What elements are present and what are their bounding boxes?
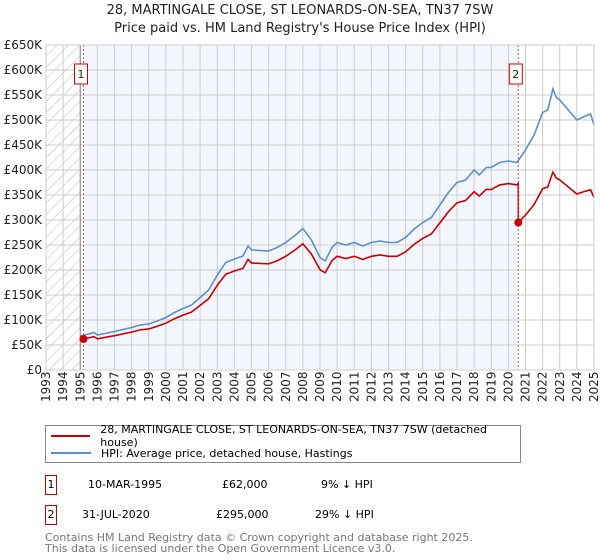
x-tick-label: 2006 — [262, 371, 276, 402]
sale-point — [514, 218, 523, 227]
y-tick-label: £300K — [4, 213, 44, 227]
x-tick-label: 2000 — [159, 371, 173, 402]
x-tick-label: 2004 — [227, 371, 241, 402]
x-tick-label: 2002 — [193, 371, 207, 402]
sale-label-box — [508, 63, 523, 85]
x-tick-label: 2013 — [382, 371, 396, 402]
y-tick-label: £600K — [4, 63, 44, 77]
x-tick-label: 2015 — [416, 371, 430, 402]
sale-label: 1 — [78, 68, 85, 81]
plot-area: £0 £50K £100K £150K £200K £250K £300K £350K £400… — [4, 38, 600, 402]
x-tick-label: 1993 — [39, 371, 53, 402]
ownership-shading — [83, 45, 519, 370]
x-tick-label: 2009 — [313, 371, 327, 402]
x-tick-label: 2005 — [245, 371, 259, 402]
y-tick-label: £250K — [4, 238, 44, 252]
x-tick-label: 2022 — [536, 371, 550, 402]
y-tick-label: £150K — [4, 288, 44, 302]
y-tick-label: £200K — [4, 263, 44, 277]
x-tick-label: 1995 — [73, 371, 87, 402]
legend-item-hpi: HPI: Average price, detached house, Hast… — [46, 444, 352, 462]
chart-title: 28, MARTINGALE CLOSE, ST LEONARDS-ON-SEA… — [106, 3, 494, 18]
sale-label-box — [74, 63, 89, 85]
x-tick-label: 2014 — [399, 371, 413, 402]
y-tick-label: £0 — [27, 363, 42, 377]
y-tick-label: £550K — [4, 88, 44, 102]
plot-border — [45, 44, 595, 371]
x-tick-label: 2001 — [176, 371, 190, 402]
x-tick-label: 1998 — [125, 371, 139, 402]
legend: 28, MARTINGALE CLOSE, ST LEONARDS-ON-SEA… — [45, 423, 521, 463]
x-tick-label: 2025 — [587, 371, 600, 402]
footer-licence: This data is licensed under the Open Gov… — [45, 542, 396, 555]
y-tick-label: £500K — [4, 113, 44, 127]
y-tick-label: £50K — [11, 338, 43, 352]
footer-copyright: Contains HM Land Registry data © Crown c… — [45, 531, 473, 544]
x-tick-label: 2010 — [330, 371, 344, 402]
legend-red-line — [51, 435, 91, 437]
sale-price: £62,000 — [222, 478, 268, 491]
x-tick-label: 2024 — [570, 371, 584, 402]
sale-date: 10-MAR-1995 — [88, 478, 163, 491]
x-tick-label: 2007 — [279, 371, 293, 402]
chart-subtitle: Price paid vs. HM Land Registry's House … — [114, 21, 486, 36]
hpi-line — [80, 86, 595, 337]
x-tick-label: 1999 — [142, 371, 156, 402]
y-tick-label: £450K — [4, 138, 44, 152]
x-tick-label: 1996 — [90, 371, 104, 402]
x-tick-label: 2003 — [210, 371, 224, 402]
legend-item-property: 28, MARTINGALE CLOSE, ST LEONARDS-ON-SEA… — [46, 423, 520, 449]
x-tick-label: 2020 — [501, 371, 515, 402]
x-tick-label: 1994 — [56, 371, 70, 402]
y-tick-label: £650K — [4, 38, 44, 52]
sale-badge: 2 — [45, 505, 57, 525]
x-tick-label: 2019 — [484, 371, 498, 402]
sale-price: £295,000 — [216, 508, 269, 521]
sale-point — [79, 335, 88, 343]
x-tick-label: 2012 — [364, 371, 378, 402]
sale-badge: 1 — [45, 475, 57, 495]
y-tick-label: £100K — [4, 313, 44, 327]
sale-label: 2 — [512, 68, 519, 81]
sale-hpi-diff: 29% ↓ HPI — [315, 508, 374, 521]
legend-label: 28, MARTINGALE CLOSE, ST LEONARDS-ON-SEA… — [100, 423, 487, 449]
legend-blue-line — [51, 452, 91, 454]
x-tick-label: 2018 — [467, 371, 481, 402]
y-tick-label: £350K — [4, 188, 44, 202]
x-tick-label: 2017 — [450, 371, 464, 402]
sale-date: 31-JUL-2020 — [82, 508, 150, 521]
x-tick-label: 2021 — [519, 371, 533, 402]
y-tick-label: £400K — [4, 163, 44, 177]
x-tick-label: 2023 — [553, 371, 567, 402]
legend-label: HPI: Average price, detached house, Hast… — [101, 446, 353, 460]
sale-hpi-diff: 9% ↓ HPI — [321, 478, 373, 491]
x-tick-label: 2008 — [296, 371, 310, 402]
x-tick-label: 1997 — [108, 371, 122, 402]
x-tick-label: 2016 — [433, 371, 447, 402]
x-tick-label: 2011 — [347, 371, 361, 402]
price-paid-line — [83, 170, 595, 340]
